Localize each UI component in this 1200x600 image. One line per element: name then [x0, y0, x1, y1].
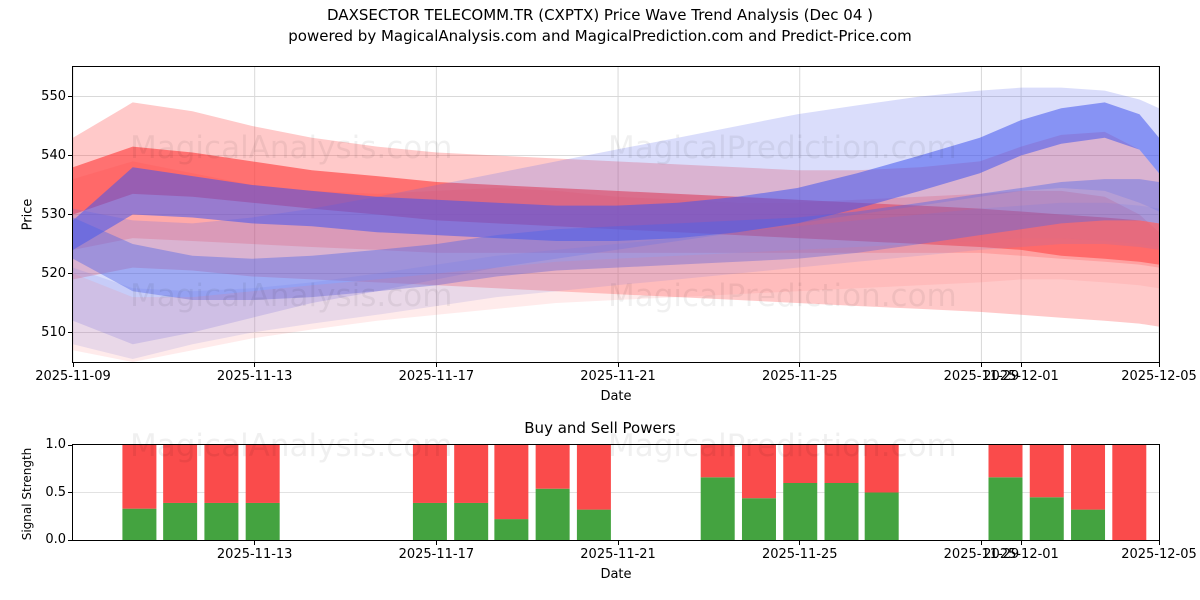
- bar-xtick-2025-12-01: 2025-12-01: [983, 547, 1059, 562]
- tick-mark: [1020, 541, 1022, 545]
- price-xtick-2025-11-29: 2025-11-29: [943, 369, 1020, 384]
- bar-2025-12-01: [988, 445, 1023, 540]
- price-band-red-faint-low: [73, 238, 1159, 362]
- tick-mark: [799, 363, 801, 367]
- price-band-blue-core: [73, 102, 1159, 250]
- tick-mark: [254, 363, 256, 367]
- bar-ytick-0.0: 0.0: [45, 532, 66, 547]
- price-band-blue-lower-band: [73, 179, 1159, 301]
- price-ytick-550: 550: [41, 88, 66, 104]
- bar-2025-11-19: [494, 445, 529, 540]
- price-y-axis-label: Price: [20, 198, 36, 231]
- tick-mark: [1020, 363, 1022, 367]
- buy-sell-powers-chart: [72, 444, 1160, 541]
- bar-2025-11-28: [864, 445, 899, 540]
- bar-chart-title: Buy and Sell Powers: [524, 419, 676, 437]
- bar-2025-11-12: [204, 445, 239, 540]
- tick-mark: [799, 541, 801, 545]
- price-ytick-520: 520: [41, 265, 66, 281]
- price-xtick-2025-11-09: 2025-11-09: [35, 369, 111, 384]
- tick-mark: [72, 363, 74, 367]
- price-xtick-2025-12-05: 2025-12-05: [1121, 369, 1197, 384]
- tick-mark: [435, 541, 437, 545]
- bar-2025-11-11: [163, 445, 198, 540]
- bar-2025-12-02: [1029, 445, 1064, 540]
- bar-2025-12-03: [1071, 445, 1106, 540]
- price-xtick-2025-11-17: 2025-11-17: [398, 369, 475, 384]
- tick-mark: [617, 363, 619, 367]
- bar-2025-11-26: [783, 445, 818, 540]
- page-title: DAXSECTOR TELECOMM.TR (CXPTX) Price Wave…: [327, 6, 873, 24]
- page-subtitle: powered by MagicalAnalysis.com and Magic…: [288, 27, 912, 45]
- price-wave-chart: [72, 66, 1160, 363]
- bar-2025-11-25: [741, 445, 776, 540]
- tick-mark: [1158, 541, 1160, 545]
- tick-mark: [435, 363, 437, 367]
- price-wave-svg: [73, 67, 1159, 362]
- price-xtick-2025-11-13: 2025-11-13: [216, 369, 293, 384]
- bar-xtick-2025-11-29: 2025-11-29: [943, 547, 1020, 562]
- bar-y-axis-label: Signal Strength: [20, 447, 34, 541]
- bar-xtick-2025-11-17: 2025-11-17: [398, 547, 475, 562]
- bar-xtick-2025-12-05: 2025-12-05: [1121, 547, 1197, 562]
- bar-2025-11-13: [245, 445, 280, 540]
- chart-title-block: DAXSECTOR TELECOMM.TR (CXPTX) Price Wave…: [0, 5, 1200, 47]
- price-band-blue-faint-low: [73, 202, 1159, 360]
- bar-2025-11-17: [412, 445, 447, 540]
- price-xtick-2025-11-21: 2025-11-21: [580, 369, 656, 384]
- tick-mark: [980, 363, 982, 367]
- bar-2025-11-24: [700, 445, 735, 540]
- bar-xtick-2025-11-25: 2025-11-25: [761, 547, 838, 562]
- price-ytick-530: 530: [41, 206, 66, 222]
- bar-x-axis-label: Date: [600, 567, 632, 582]
- bar-xtick-2025-11-13: 2025-11-13: [216, 547, 293, 562]
- price-ytick-540: 540: [41, 147, 66, 163]
- tick-mark: [1158, 363, 1160, 367]
- bar-2025-11-10: [122, 445, 157, 540]
- price-xtick-2025-11-25: 2025-11-25: [761, 369, 838, 384]
- bar-2025-11-21: [576, 445, 611, 540]
- bar-2025-11-20: [535, 445, 570, 540]
- tick-mark: [254, 541, 256, 545]
- bar-ytick-0.5: 0.5: [45, 484, 66, 500]
- bar-ytick-1.0: 1.0: [45, 437, 66, 452]
- bar-xtick-2025-11-21: 2025-11-21: [580, 547, 656, 562]
- bar-2025-11-27: [824, 445, 859, 540]
- price-ytick-510: 510: [41, 324, 66, 340]
- price-x-axis-label: Date: [600, 389, 632, 404]
- tick-mark: [980, 541, 982, 545]
- price-xtick-2025-12-01: 2025-12-01: [983, 369, 1059, 384]
- buy-sell-powers-svg: [73, 445, 1159, 540]
- bar-2025-12-04: [1112, 445, 1147, 540]
- bar-2025-11-18: [454, 445, 489, 540]
- tick-mark: [617, 541, 619, 545]
